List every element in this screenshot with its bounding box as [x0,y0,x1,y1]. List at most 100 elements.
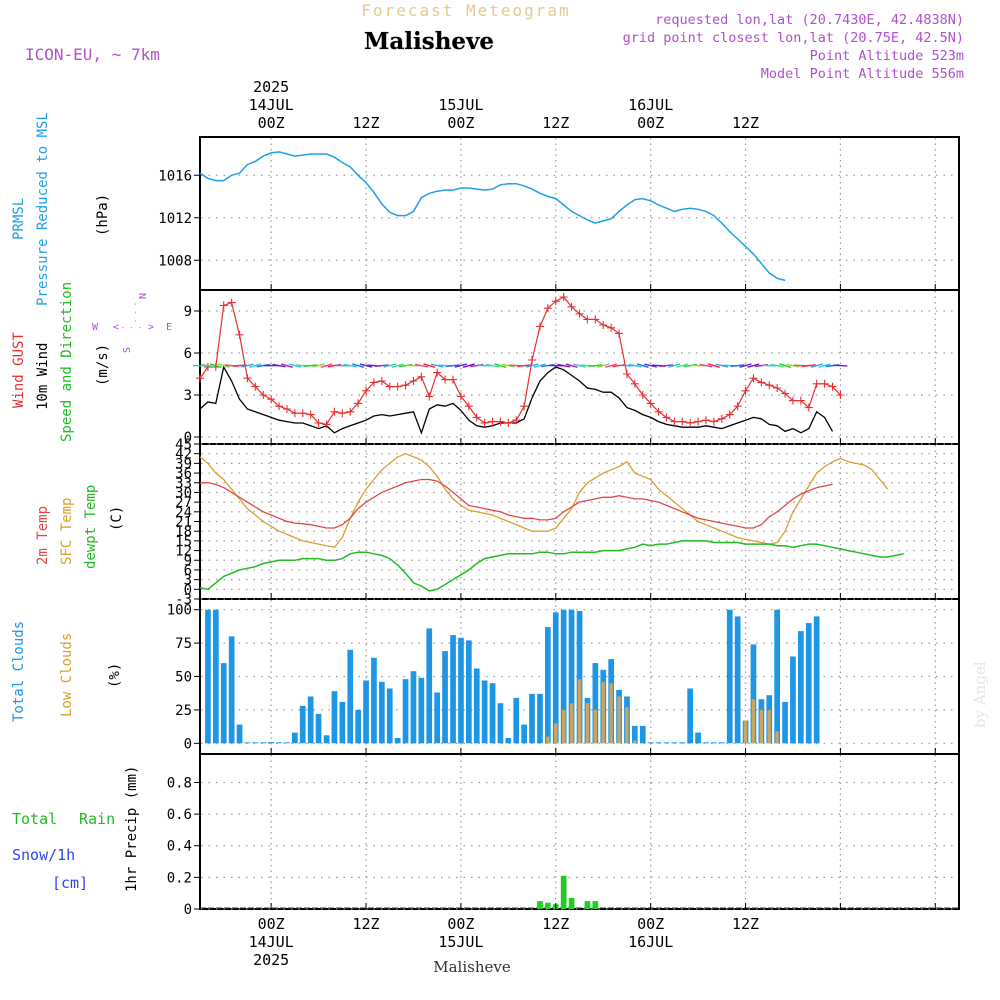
compass-rose: N S W E < > - - - - - - [92,293,172,353]
total-clouds-bar [790,656,796,744]
precip-ytick-label: 0 [184,902,192,918]
precip-ytick-label: 0.4 [167,839,192,855]
bottom-time-label: 12Z [732,915,759,933]
gust-marker [385,382,394,391]
gust-marker [820,379,829,388]
gust-marker [749,374,758,383]
gust-marker [812,379,821,388]
requested-coords: requested lon,lat (20.7430E, 42.4838N) [655,12,964,28]
compass-n: N [136,293,147,299]
gust-marker [607,323,616,332]
top-time-label: 16JUL [628,96,673,114]
wind-direction-arrow [502,363,515,368]
wind-direction-arrow [605,363,618,368]
dewpt-line [199,540,904,592]
low-clouds-bar [585,703,590,744]
gust-marker [694,417,703,426]
precip-ytick-label: 0.2 [167,870,192,886]
grid-layer [201,138,958,910]
watermark: by Angel [971,661,989,728]
bottom-time-label: 16JUL [628,933,673,951]
total-clouds-bar [774,609,780,744]
clouds-ytick-label: 100 [167,603,192,619]
total-clouds-bar [782,701,788,744]
gust-marker [773,384,782,392]
gust-marker [219,301,228,310]
temp-label: 2m Temp [35,506,51,565]
total-clouds-bar [442,651,448,744]
gust-marker [346,407,355,416]
gust-marker [504,419,513,427]
gust-marker [717,414,726,423]
gust-marker [591,315,600,324]
rain-bar [560,875,567,909]
wind-direction-arrow [833,364,848,367]
total-clouds-bar [268,742,274,744]
compass-s: S [122,347,133,353]
total-clouds-bar [379,681,385,744]
wind-direction-arrow [343,363,357,368]
dewpt-label: dewpt Temp [83,485,99,569]
total-clouds-bar [299,705,306,744]
total-clouds-bar [228,636,235,744]
total-clouds-bar [371,657,377,744]
pressure-ytick-label: 1012 [158,211,192,227]
gust-marker [615,329,624,338]
gust-marker [441,375,450,384]
temperature-ytick-label: 12 [175,544,192,560]
temperature-ytick-label: 6 [184,563,192,579]
total-clouds-bar [521,724,527,744]
total-clouds-bar [458,637,464,744]
top-time-label: 12Z [732,114,759,132]
sfc-temp-label: SFC Temp [59,498,75,565]
low-clouds-bar [751,699,756,744]
wind-direction-arrow [272,363,286,368]
gust-marker [567,302,576,311]
gust-marker [804,403,813,412]
gust-marker [583,315,592,324]
gust-marker [259,391,268,399]
low-clouds-bar [775,731,779,744]
total-clouds-bar [679,742,686,744]
wind-direction-arrow [707,363,720,368]
compass-dash-v: - - - [131,302,139,323]
total-clouds-bar [719,742,725,744]
wind-direction-arrow [588,364,603,368]
rain-bar [568,897,575,909]
gust-line [199,296,841,426]
low-clouds-bar [546,736,550,744]
low-clouds-bar [554,723,558,744]
rain-bar [592,901,599,909]
wind-direction-arrow [209,363,222,368]
top-time-label: 15JUL [438,96,483,114]
gust-marker [496,417,505,426]
snow-unit-label: [cm] [52,874,88,892]
gust-marker [330,407,339,416]
total-clouds-bar [711,742,717,744]
clouds-ytick-label: 75 [175,636,192,652]
total-clouds-bar [386,688,393,744]
total-clouds-bar [347,649,354,744]
total-clouds-bar [576,611,583,744]
compass-gt: > [148,322,154,333]
total-clouds-bar [505,738,512,744]
bottom-time-label: 14JUL [249,933,294,951]
gust-marker [828,382,837,391]
gust-marker [654,407,663,416]
temp-unit-label: (C) [109,506,125,531]
wind-direction-arrow [676,363,689,368]
gust-marker [535,322,544,331]
gust-marker [275,402,284,411]
wind-direction-arrow [256,363,270,368]
total-clouds-bar [434,692,440,744]
bottom-time-label: 2025 [253,951,289,969]
gust-marker [480,419,489,427]
wind-direction-arrow [494,363,507,368]
compass-dash-h: - - - [121,324,142,332]
total-clouds-bar [252,742,259,744]
gust-marker [733,402,742,411]
gust-marker [788,396,797,405]
total-clouds-bar [497,703,504,744]
